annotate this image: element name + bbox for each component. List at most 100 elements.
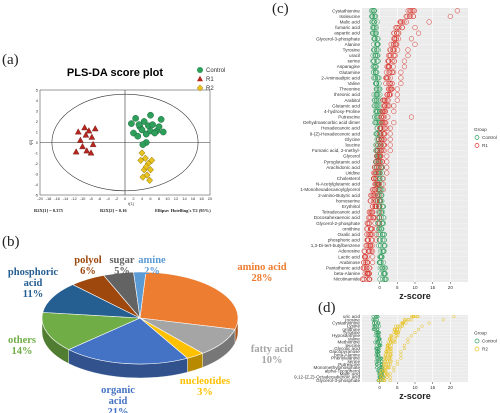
zscore-c-point-control	[369, 8, 375, 14]
zscore-c-point-r1	[391, 52, 397, 59]
zscore-c-metabolite-label: Fumaric acid, 2-methyl-	[312, 148, 360, 153]
zscore-d-point-r2	[400, 324, 404, 328]
plsda-x-tick-label: -8	[89, 196, 93, 201]
zscore-d-metabolite-label: Monomethylphosphate	[314, 365, 361, 370]
plsda-point-r1	[79, 142, 86, 150]
panel-label-c: (c)	[272, 1, 289, 17]
pie-label-sugar: 5%	[114, 266, 130, 277]
plsda-point-r2	[148, 156, 156, 165]
plsda-point-r1	[89, 140, 97, 148]
zscore-c-point-r1-max	[373, 231, 379, 238]
zscore-c-metabolite-label: Glycine	[345, 137, 361, 142]
zscore-c-point-r1-max	[377, 203, 383, 210]
zscore-d-x-tick-label: 20	[448, 385, 454, 390]
zscore-c-point-r1	[373, 153, 380, 159]
zscore-c-point-control	[378, 187, 384, 193]
plsda-point-r2	[146, 176, 154, 184]
zscore-c-point-control	[376, 243, 382, 249]
zscore-d-x-tick-label: 10	[412, 385, 418, 390]
plsda-point-r2	[139, 173, 147, 181]
zscore-c-point-r1	[388, 41, 394, 47]
pie-slice-phosphoric-acid	[42, 284, 141, 319]
zscore-d-point-control	[379, 356, 384, 360]
zscore-d-point-r2	[379, 375, 383, 379]
zscore-c-point-r1	[410, 13, 416, 19]
zscore-c-metabolite-label: Threonine	[339, 87, 360, 92]
zscore-d-point-r2	[382, 356, 387, 360]
zscore-c-x-axis-label: z-score	[399, 291, 431, 301]
zscore-d-point-r2	[395, 327, 399, 331]
zscore-c-point-control	[370, 58, 376, 64]
zscore-d-point-r2	[379, 369, 384, 373]
zscore-c-point-r1	[407, 8, 413, 14]
plsda-x-tick-label: -2	[115, 196, 119, 201]
pie-label-others: 14%	[12, 346, 33, 357]
zscore-d-point-control	[376, 340, 380, 344]
zscore-c-point-control	[371, 75, 377, 81]
zscore-c-point-r1	[381, 125, 387, 131]
zscore-d-point-control	[378, 356, 382, 360]
zscore-d-point-control	[374, 359, 378, 363]
zscore-c-point-r1	[382, 120, 388, 126]
zscore-d-point-control	[373, 340, 377, 344]
zscore-c-metabolite-label: Pyroglutamic acid	[324, 159, 361, 164]
zscore-c-point-r1	[381, 114, 387, 120]
zscore-c-point-control	[372, 103, 378, 109]
zscore-d-point-control	[377, 334, 381, 338]
zscore-c-point-r1	[399, 19, 405, 25]
zscore-c-legend-title: Group	[474, 127, 487, 132]
zscore-c-point-control	[376, 80, 382, 87]
plsda-chart: PLS-DA score plot-20 -18 -16 -14 -12 -10 -8 -6-…	[28, 67, 225, 213]
plsda-y-tick-label: -1	[34, 150, 38, 155]
zscore-d-point-r2	[401, 321, 405, 325]
zscore-c-point-r1	[373, 181, 379, 187]
plsda-point-control	[149, 121, 156, 129]
pie-label-fatty-acid: 10%	[262, 355, 283, 366]
zscore-d-point-control	[377, 372, 381, 376]
zscore-c-point-r1-max	[387, 147, 393, 154]
plsda-title: PLS-DA score plot	[67, 67, 163, 79]
zscore-d-legend-label: Control	[482, 339, 497, 344]
zscore-c-point-r1	[361, 259, 367, 266]
zscore-c-metabolite-label: Malic acid	[340, 19, 361, 24]
zscore-d-point-r2	[390, 340, 394, 344]
plsda-point-r1	[83, 147, 91, 154]
zscore-d-point-r2	[384, 350, 388, 354]
zscore-c-point-r1	[378, 142, 384, 148]
zscore-c-point-r1-max	[387, 125, 393, 131]
zscore-c-point-control	[380, 259, 386, 266]
zscore-d-point-r2-max	[399, 350, 403, 354]
plsda-point-r1	[87, 149, 95, 156]
zscore-c-metabolite-label: 4-hydroxy-Proline	[324, 109, 360, 114]
zscore-c-point-r1	[383, 69, 390, 75]
zscore-c-point-control	[375, 231, 381, 238]
zscore-c-point-r1-max	[391, 103, 397, 109]
plsda-point-r2	[147, 166, 154, 174]
zscore-c-metabolite-label: Erythritol	[342, 204, 360, 209]
panel-label-d: (d)	[318, 300, 336, 316]
zscore-d-point-r2-max	[402, 346, 406, 351]
zscore-c-point-r1	[385, 75, 391, 81]
zscore-c-point-r1-max	[408, 114, 415, 120]
pie-label-others: others	[8, 335, 36, 346]
zscore-c-point-control	[375, 47, 381, 53]
plsda-x-tick-label: 6	[149, 196, 152, 201]
zscore-c-metabolite-label: 2-amino-Butyric acid	[318, 193, 360, 198]
zscore-c-metabolite-label: Oxalic acid	[338, 232, 361, 237]
zscore-c-metabolite-label: Glycerol-2-phosphate	[316, 221, 360, 226]
zscore-c-metabolite-label: phosphoric acid	[328, 238, 361, 243]
plsda-point-control	[155, 123, 163, 131]
zscore-d-point-r2	[383, 366, 387, 370]
zscore-d-point-r2	[386, 343, 390, 347]
pie-label-phosphoric-acid: phosphoric	[8, 267, 59, 278]
zscore-c-point-r1	[380, 108, 386, 115]
zscore-c-point-control	[372, 52, 378, 59]
zscore-c-point-r1	[395, 47, 401, 53]
zscore-c-metabolite-label: Putrescine	[338, 115, 360, 120]
zscore-c-metabolite-label: Isoleucine	[339, 14, 360, 19]
zscore-c-point-control	[372, 114, 378, 120]
zscore-c-point-r1	[362, 271, 368, 277]
zscore-c-point-r1	[377, 159, 383, 165]
zscore-c-point-r1-max	[384, 153, 390, 159]
zscore-d-legend-title: Group	[474, 331, 487, 336]
